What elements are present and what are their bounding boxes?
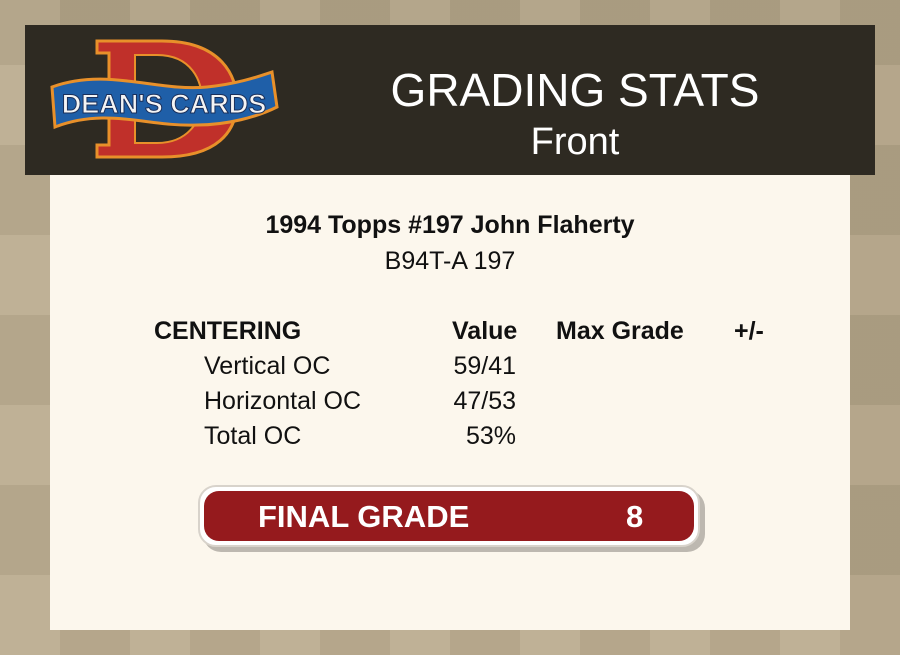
row-label: Total OC <box>204 422 302 450</box>
svg-text:DEAN'S CARDS: DEAN'S CARDS <box>62 89 266 119</box>
deans-cards-logo: DEAN'S CARDS <box>50 39 279 159</box>
row-value: 47/53 <box>453 387 516 415</box>
stats-card: 1994 Topps #197 John Flaherty B94T-A 197… <box>50 175 850 630</box>
page-title: GRADING STATS <box>390 64 760 116</box>
row-value: 59/41 <box>453 352 516 380</box>
header-value: Value <box>452 317 518 345</box>
header: DEAN'S CARDS GRADING STATS Front <box>25 25 875 175</box>
row-label: Vertical OC <box>204 352 331 380</box>
page-subtitle: Front <box>530 121 620 163</box>
row-label: Horizontal OC <box>204 387 361 415</box>
row-value: 53% <box>465 422 516 450</box>
final-grade-banner: FINAL GRADE 8 <box>198 485 700 547</box>
final-grade-label: FINAL GRADE <box>258 499 470 534</box>
header-plus-minus: +/- <box>734 317 764 345</box>
card-name: 1994 Topps #197 John Flaherty <box>265 211 635 239</box>
final-grade-value: 8 <box>626 499 644 534</box>
header-centering: CENTERING <box>154 317 302 345</box>
card-code: B94T-A 197 <box>384 247 516 275</box>
header-max-grade: Max Grade <box>556 317 684 345</box>
